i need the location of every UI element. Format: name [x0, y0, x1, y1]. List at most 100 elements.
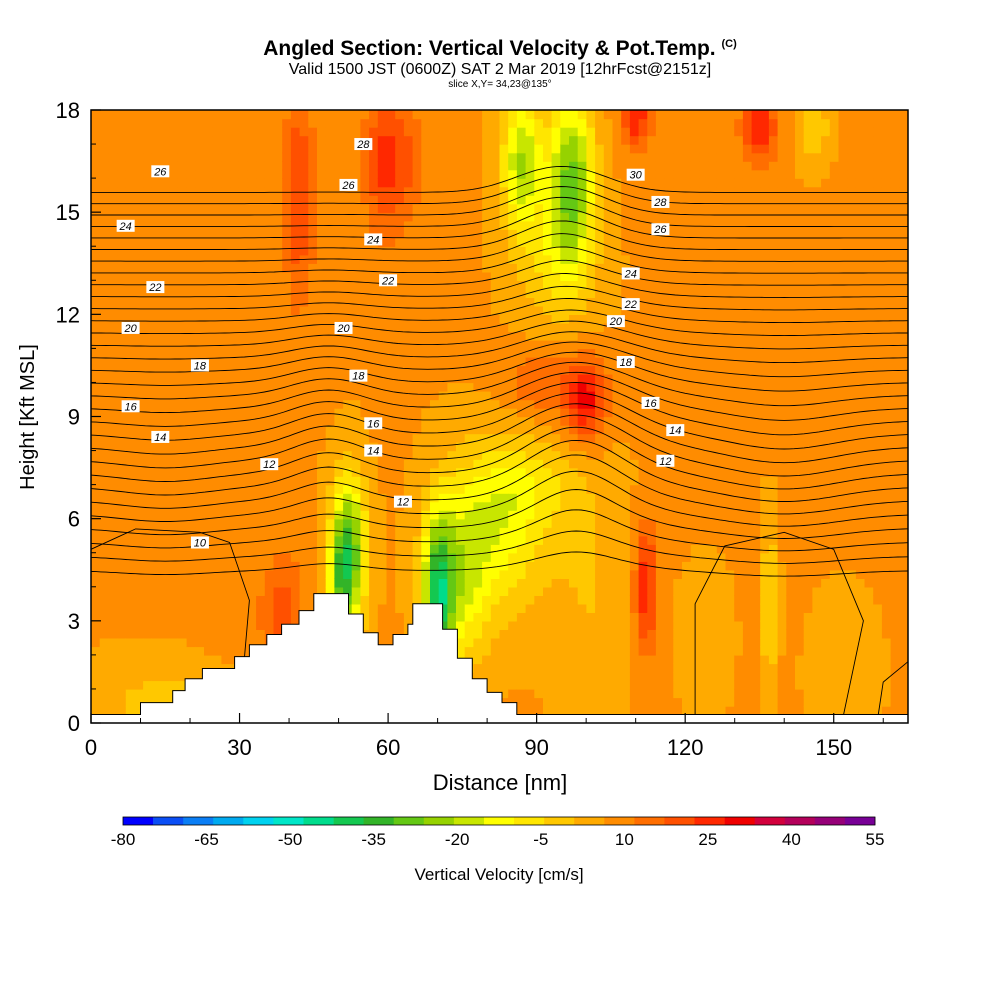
field-cell [655, 408, 666, 418]
field-cell [621, 135, 631, 145]
field-cell [664, 356, 674, 367]
field-cell [334, 127, 344, 137]
field-cell [490, 527, 501, 537]
field-cell [143, 433, 153, 443]
field-cell [551, 552, 561, 562]
field-cell [464, 365, 475, 375]
field-cell [621, 178, 631, 188]
field-cell [595, 348, 605, 358]
field-cell [682, 356, 692, 367]
field-cell [447, 552, 457, 562]
field-cell [647, 654, 657, 665]
field-cell [91, 314, 101, 324]
field-cell [595, 212, 605, 222]
field-cell [655, 161, 666, 171]
field-cell [360, 510, 370, 520]
field-cell [308, 203, 318, 213]
field-cell [508, 356, 518, 367]
field-cell [412, 331, 422, 341]
field-cell [395, 595, 405, 605]
field-cell [430, 246, 440, 256]
field-cell [221, 399, 231, 409]
field-cell [273, 425, 283, 435]
field-cell [612, 544, 622, 554]
field-cell [325, 152, 336, 162]
field-cell [377, 110, 388, 120]
field-cell [256, 501, 266, 511]
field-cell [430, 212, 440, 222]
field-cell [360, 348, 370, 358]
field-cell [647, 688, 657, 699]
field-cell [195, 178, 205, 188]
field-cell [551, 416, 561, 426]
field-cell [290, 459, 301, 469]
field-cell [664, 314, 674, 324]
field-cell [577, 484, 588, 494]
field-cell [682, 612, 692, 622]
field-cell [334, 408, 344, 418]
field-cell [438, 433, 449, 443]
field-cell [186, 169, 196, 179]
field-cell [317, 212, 327, 222]
field-cell [534, 416, 544, 426]
field-cell [447, 425, 457, 435]
field-cell [516, 603, 527, 613]
field-cell [490, 186, 501, 196]
field-cell [629, 110, 640, 120]
field-cell [369, 501, 379, 511]
field-cell [516, 578, 527, 588]
field-cell [290, 586, 301, 596]
field-cell [160, 535, 170, 545]
field-cell [160, 603, 170, 613]
field-cell [395, 425, 405, 435]
field-cell [212, 646, 223, 656]
field-cell [91, 246, 101, 256]
field-cell [412, 169, 422, 179]
field-cell [204, 612, 214, 622]
field-cell [343, 552, 353, 562]
field-cell [403, 110, 414, 120]
field-cell [603, 254, 614, 264]
field-cell [125, 127, 136, 137]
field-cell [204, 178, 214, 188]
field-cell [412, 535, 422, 545]
field-cell [421, 391, 431, 401]
field-cell [264, 467, 275, 477]
field-cell [438, 561, 449, 571]
field-cell [664, 144, 674, 154]
field-cell [151, 144, 162, 154]
field-cell [204, 391, 214, 401]
field-cell [664, 620, 674, 630]
field-cell [421, 237, 431, 247]
field-cell [682, 195, 692, 205]
field-cell [673, 127, 683, 137]
field-cell [212, 263, 223, 273]
field-cell [299, 161, 309, 171]
field-cell [482, 152, 492, 162]
field-cell [403, 178, 414, 188]
field-cell [334, 135, 344, 145]
field-cell [99, 305, 110, 315]
field-cell [334, 169, 344, 179]
field-cell [421, 314, 431, 324]
field-cell [456, 501, 466, 511]
field-cell [177, 271, 188, 281]
field-cell [308, 510, 318, 520]
field-cell [464, 135, 475, 145]
field-cell [456, 237, 466, 247]
field-cell [221, 271, 231, 281]
field-cell [343, 186, 353, 196]
field-cell [99, 288, 110, 298]
field-cell [195, 663, 205, 673]
field-cell [638, 561, 648, 571]
field-cell [403, 391, 414, 401]
field-cell [377, 637, 388, 648]
field-cell [108, 697, 118, 707]
field-cell [117, 433, 127, 443]
field-cell [212, 442, 223, 452]
field-cell [143, 527, 153, 537]
field-cell [334, 280, 344, 290]
field-cell [508, 203, 518, 213]
field-cell [256, 280, 266, 290]
field-cell [586, 646, 596, 656]
